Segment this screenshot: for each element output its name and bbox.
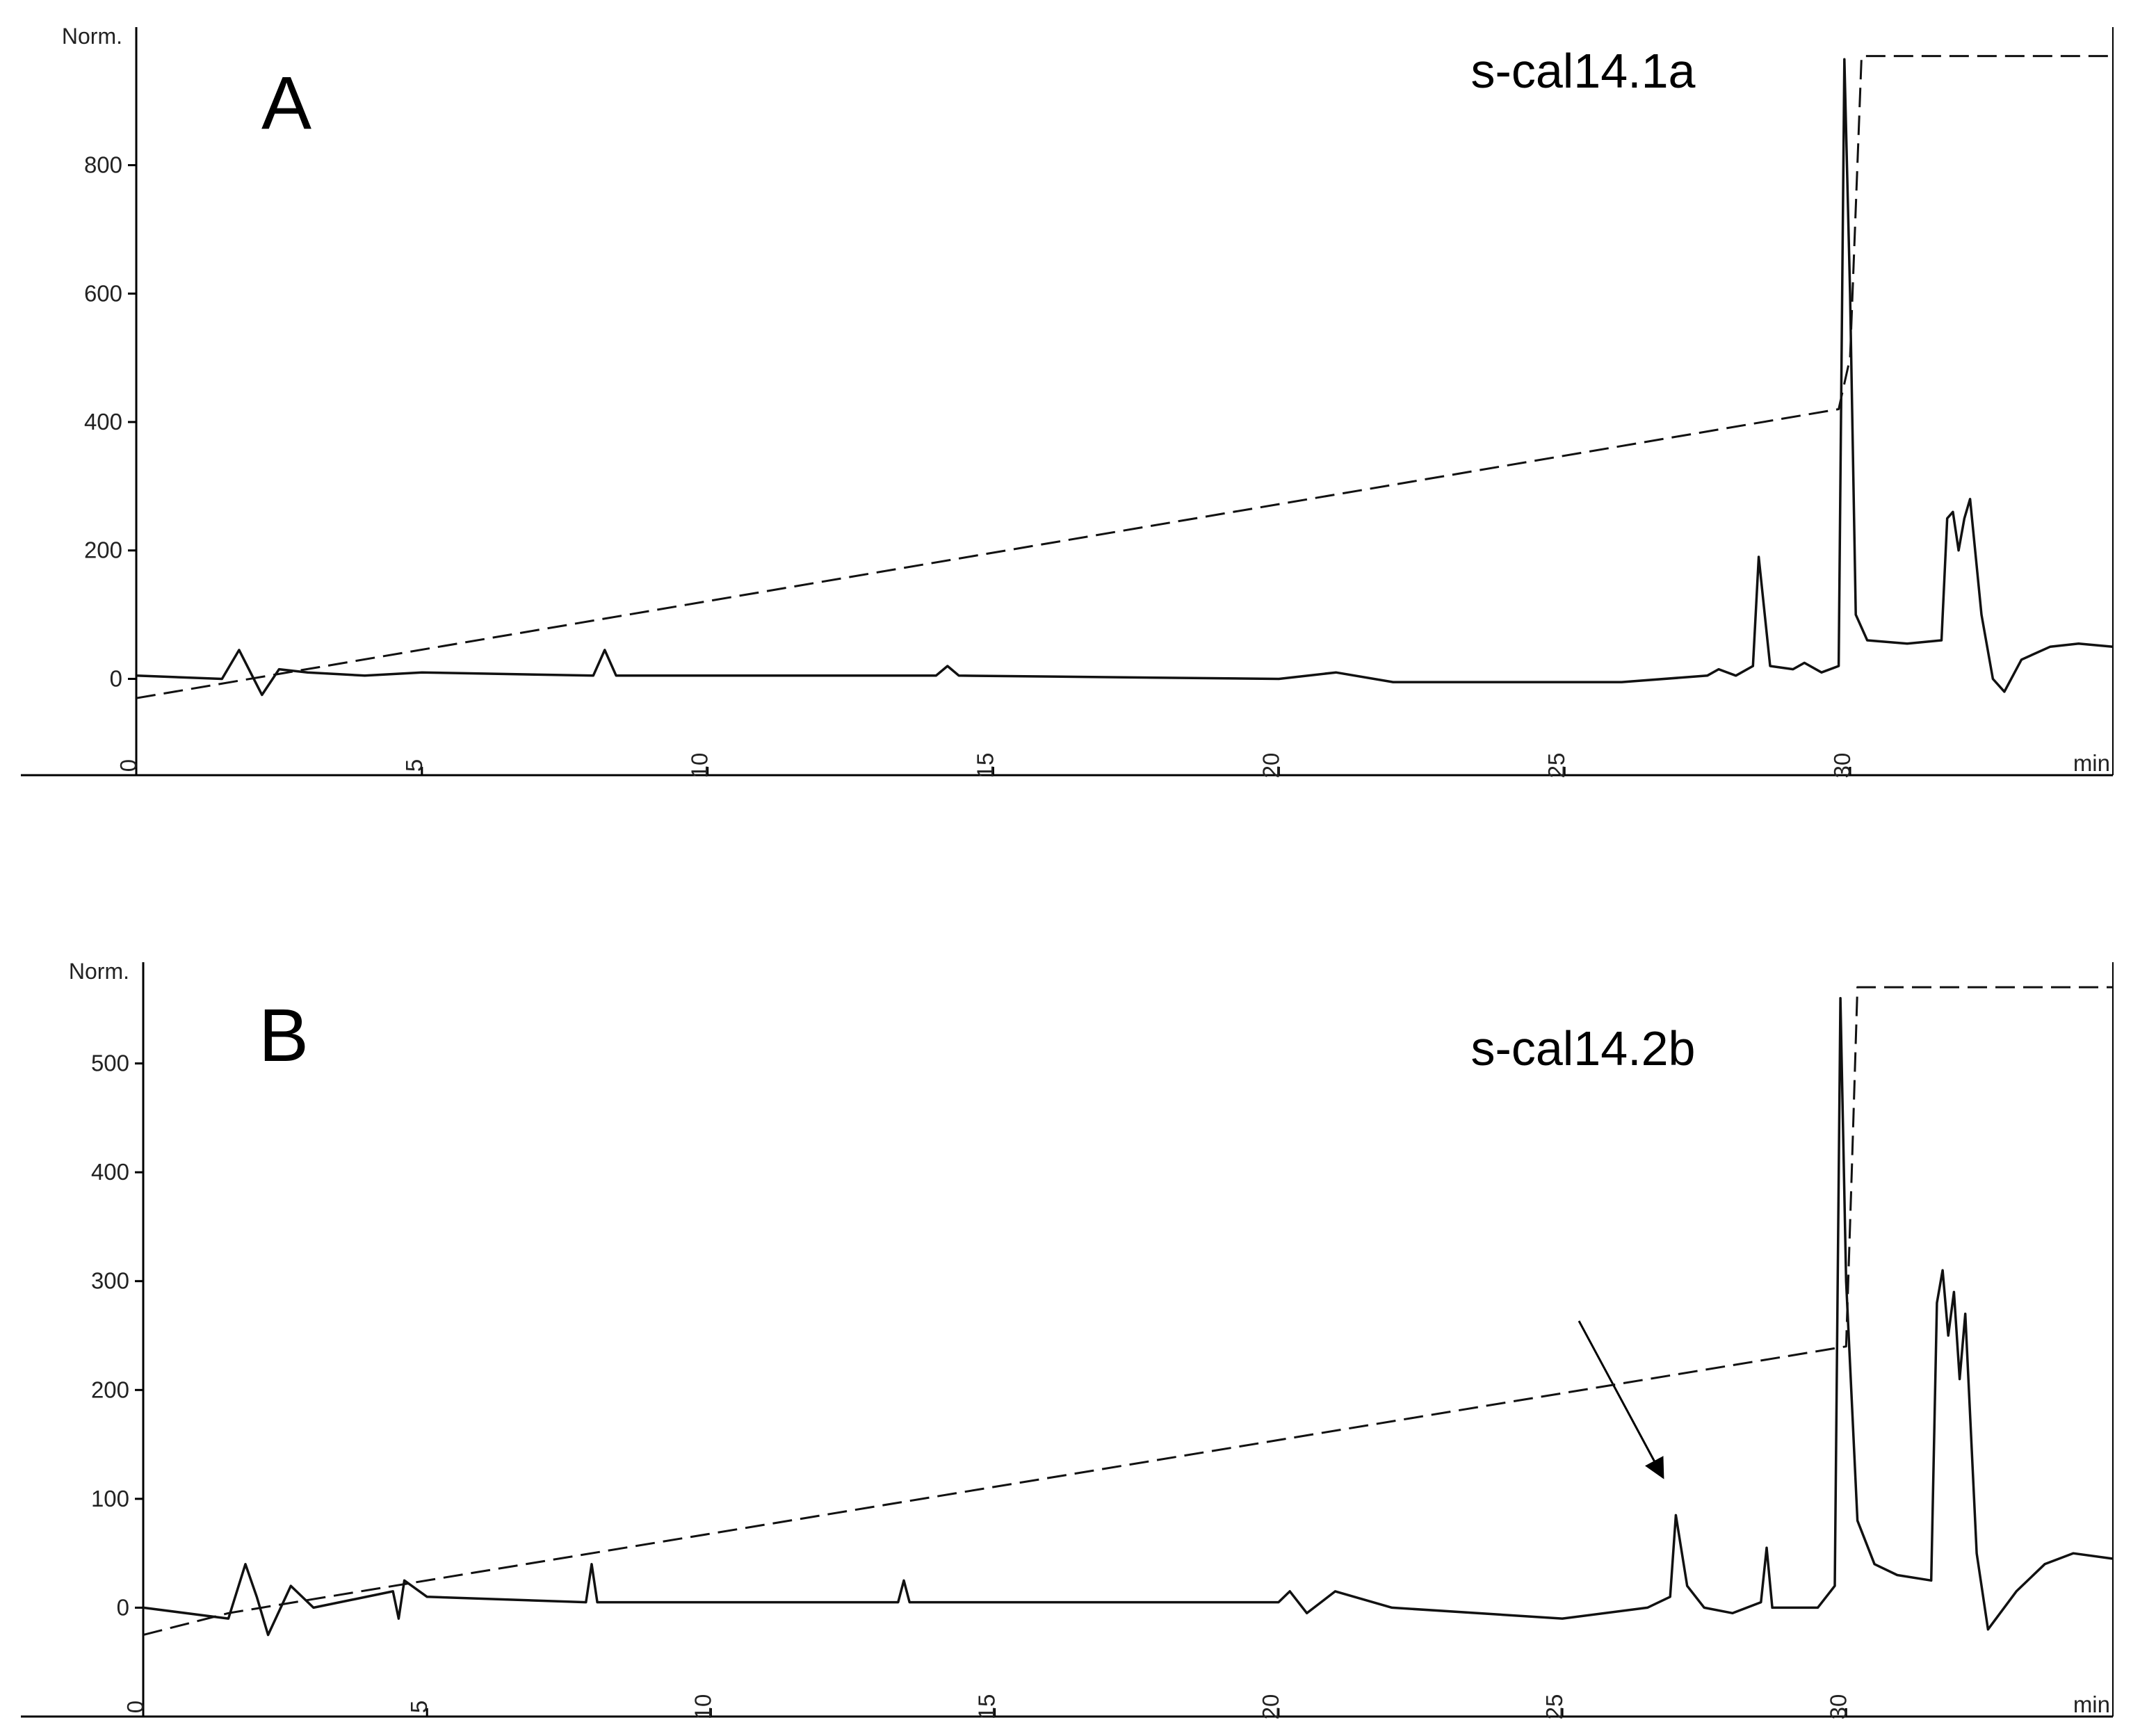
y-tick-label: 200 bbox=[91, 1377, 129, 1402]
y-tick-label: 400 bbox=[91, 1159, 129, 1185]
x-tick-label: 25 bbox=[1541, 1694, 1567, 1720]
x-tick-label: 10 bbox=[690, 1694, 715, 1720]
panel-label: B bbox=[259, 993, 309, 1077]
x-axis-label: min bbox=[2073, 1692, 2110, 1717]
trace bbox=[136, 58, 2114, 697]
trace bbox=[143, 996, 2114, 1637]
y-tick-label: 0 bbox=[117, 1594, 129, 1620]
panel-label: A bbox=[261, 60, 311, 145]
x-tick-label: 30 bbox=[1829, 753, 1855, 779]
y-tick-label: 500 bbox=[91, 1050, 129, 1076]
x-tick-label: 15 bbox=[973, 753, 998, 779]
x-tick-label: 30 bbox=[1825, 1694, 1851, 1720]
x-tick-label: 0 bbox=[115, 759, 141, 772]
x-tick-label: 15 bbox=[974, 1694, 1000, 1720]
x-tick-label: 5 bbox=[406, 1701, 432, 1713]
trace bbox=[136, 55, 2113, 699]
sample-annotation: s-cal14.2b bbox=[1471, 1021, 1696, 1076]
x-tick-label: 5 bbox=[401, 759, 427, 772]
y-axis-label: Norm. bbox=[69, 959, 129, 984]
y-axis-label: Norm. bbox=[62, 24, 122, 49]
trace bbox=[143, 986, 2113, 1637]
y-tick-label: 300 bbox=[91, 1268, 129, 1294]
x-tick-label: 20 bbox=[1258, 1694, 1283, 1720]
arrow bbox=[1578, 1320, 1664, 1479]
y-tick-label: 200 bbox=[84, 537, 122, 563]
x-tick-label: 25 bbox=[1543, 753, 1569, 779]
y-tick-label: 400 bbox=[84, 409, 122, 435]
x-axis-label: min bbox=[2073, 750, 2110, 776]
y-tick-label: 0 bbox=[110, 665, 122, 691]
x-tick-label: 10 bbox=[687, 753, 713, 779]
y-tick-label: 800 bbox=[84, 152, 122, 178]
y-tick-label: 100 bbox=[91, 1486, 129, 1511]
y-tick-label: 600 bbox=[84, 280, 122, 306]
sample-annotation: s-cal14.1a bbox=[1471, 44, 1696, 98]
x-tick-label: 0 bbox=[122, 1701, 148, 1713]
x-tick-label: 20 bbox=[1258, 753, 1283, 779]
